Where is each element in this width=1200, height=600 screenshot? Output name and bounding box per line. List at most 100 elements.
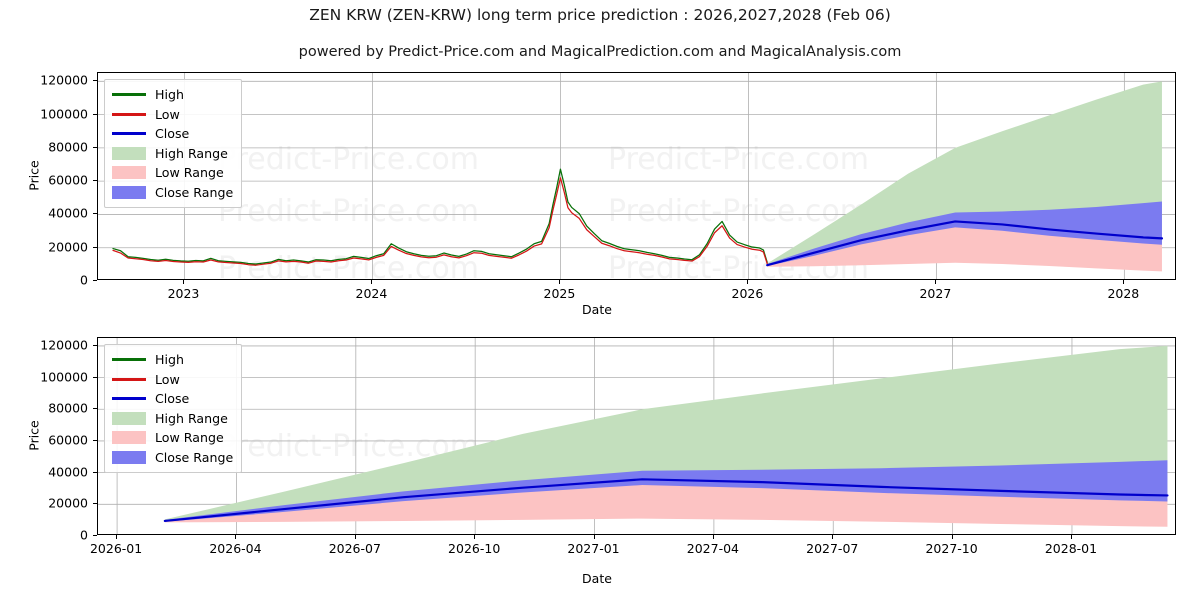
legend-line-swatch <box>112 132 146 136</box>
legend-patch-swatch <box>112 431 146 445</box>
top-plot-area: Predict-Price.com Predict-Price.com Predic… <box>97 72 1176 280</box>
legend-patch-swatch <box>112 185 146 199</box>
x-axis-tick-mark <box>951 535 953 539</box>
top-chart-panel: Predict-Price.com Predict-Price.com Predic… <box>27 72 1176 317</box>
y-axis-tick-mark <box>93 344 97 346</box>
x-axis-tick-mark <box>474 535 476 539</box>
x-axis-tick-mark <box>1070 535 1072 539</box>
legend-item: Close <box>112 124 233 144</box>
x-axis-tick-label: 2026-07 <box>328 541 381 556</box>
y-axis-tick-label: 80000 <box>48 139 88 155</box>
legend-item: Close Range <box>112 448 233 468</box>
y-axis-tick-label: 120000 <box>40 337 88 353</box>
range-band-close-range <box>164 460 1168 522</box>
x-axis-tick-label: 2026-04 <box>209 541 262 556</box>
x-axis-tick-mark <box>832 535 834 539</box>
legend-line-swatch <box>112 377 146 381</box>
x-axis-tick-label: 2025 <box>543 286 576 301</box>
legend-label: Low Range <box>155 430 224 446</box>
legend-label: High <box>155 87 184 103</box>
y-axis-tick-mark <box>93 280 97 281</box>
watermark-text: Predict-Price.com <box>218 194 479 229</box>
range-band-close-range <box>767 201 1162 267</box>
x-axis-tick-mark <box>593 535 595 539</box>
legend-item: Low <box>112 370 233 390</box>
y-axis-tick-label: 100000 <box>40 369 88 385</box>
bottom-chart-legend: High Low Close High Range Low Range Close Ran… <box>104 344 243 473</box>
legend-item: High Range <box>112 144 233 164</box>
y-axis-tick-mark <box>93 213 97 215</box>
legend-patch-swatch <box>112 411 146 425</box>
y-axis-tick-mark <box>93 80 97 82</box>
y-axis-tick-mark <box>93 376 97 378</box>
x-axis-tick-mark <box>747 280 749 284</box>
y-axis-tick-label: 80000 <box>48 400 88 416</box>
x-axis-tick-mark <box>354 535 356 539</box>
legend-label: Close Range <box>155 184 234 200</box>
legend-line-swatch <box>112 358 146 362</box>
y-axis-tick-mark <box>93 503 97 505</box>
y-axis-tick-label: 20000 <box>48 239 88 255</box>
y-axis-tick-label: 0 <box>80 527 88 543</box>
x-axis-tick-mark <box>371 280 373 284</box>
legend-item: Close <box>112 389 233 409</box>
y-axis-tick-mark <box>93 180 97 182</box>
top-x-axis-label: Date <box>582 302 612 317</box>
page-subtitle: powered by Predict-Price.com and Magical… <box>298 44 902 60</box>
y-axis-tick-label: 100000 <box>40 106 88 122</box>
y-axis-tick-mark <box>93 471 97 473</box>
top-chart-legend: High Low Close High Range Low Range Close Ran… <box>104 79 243 208</box>
bottom-x-axis-label: Date <box>582 571 612 586</box>
series-line-close <box>766 220 1164 267</box>
y-axis-tick-mark <box>93 535 97 536</box>
y-axis-tick-mark <box>93 408 97 410</box>
x-axis-tick-label: 2027-04 <box>686 541 739 556</box>
legend-line-swatch <box>112 397 146 401</box>
legend-label: Low Range <box>155 165 224 181</box>
legend-item: Low Range <box>112 163 233 183</box>
x-axis-tick-label: 2027-07 <box>806 541 859 556</box>
x-axis-tick-label: 2023 <box>167 286 200 301</box>
x-axis-tick-mark <box>183 280 185 284</box>
x-axis-tick-mark <box>712 535 714 539</box>
legend-line-swatch <box>112 112 146 116</box>
series-line-low <box>112 177 768 266</box>
legend-patch-swatch <box>112 450 146 464</box>
page-title: ZEN KRW (ZEN-KRW) long term price predic… <box>309 6 891 24</box>
x-axis-tick-label: 2026-01 <box>89 541 143 556</box>
top-chart-svg: Predict-Price.com Predict-Price.comPredic… <box>98 73 1175 279</box>
y-axis-tick-label: 60000 <box>48 432 88 448</box>
x-axis-tick-label: 2027-10 <box>925 541 978 556</box>
legend-label: Close <box>155 391 190 407</box>
y-axis-tick-mark <box>93 146 97 148</box>
legend-label: High Range <box>155 410 228 426</box>
y-axis-tick-label: 20000 <box>48 495 88 511</box>
legend-line-swatch <box>112 93 146 97</box>
x-axis-tick-label: 2028 <box>1107 286 1140 301</box>
legend-item: High <box>112 85 233 105</box>
watermark-text: Predict-Price.com <box>608 194 869 229</box>
legend-label: Close Range <box>155 449 234 465</box>
legend-label: High <box>155 352 184 368</box>
x-axis-tick-mark <box>559 280 561 284</box>
x-axis-tick-mark <box>1123 280 1125 284</box>
x-axis-tick-mark <box>935 280 937 284</box>
legend-item: Low <box>112 105 233 125</box>
x-axis-tick-label: 2027-01 <box>567 541 620 556</box>
y-axis-tick-label: 40000 <box>48 464 88 480</box>
legend-patch-swatch <box>112 146 146 160</box>
legend-item: High Range <box>112 409 233 429</box>
x-axis-tick-label: 2027 <box>919 286 952 301</box>
y-axis-tick-mark <box>93 439 97 441</box>
legend-label: Low <box>155 106 180 122</box>
legend-label: High Range <box>155 145 228 161</box>
y-axis-tick-label: 0 <box>80 272 88 288</box>
y-axis-tick-label: 40000 <box>48 205 88 221</box>
y-axis-tick-label: 120000 <box>40 72 88 88</box>
legend-item: Close Range <box>112 183 233 203</box>
y-axis-tick-mark <box>93 113 97 115</box>
